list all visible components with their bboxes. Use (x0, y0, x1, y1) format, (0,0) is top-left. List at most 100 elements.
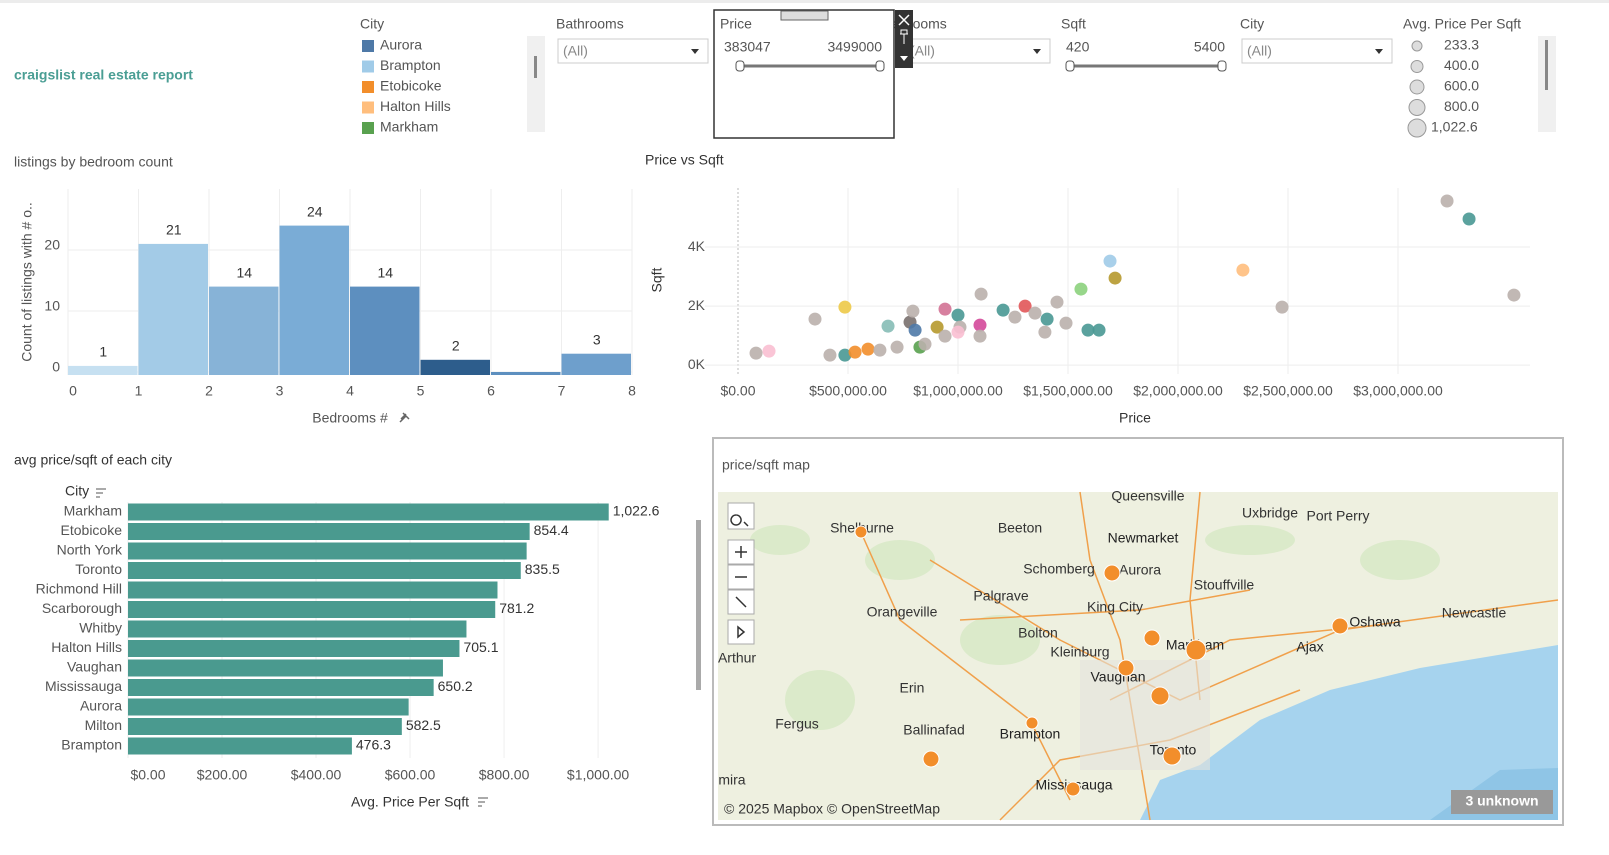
scatter-point (918, 337, 932, 351)
dropdown[interactable] (1241, 38, 1393, 64)
slider-max: 3499000 (827, 39, 882, 55)
map-point[interactable] (1143, 629, 1161, 647)
data-label: 854.4 (534, 522, 569, 538)
menu-icon (900, 56, 908, 61)
dropdown[interactable] (557, 38, 709, 64)
data-label: 650.2 (438, 678, 473, 694)
dropdown-arrow (691, 49, 699, 54)
data-label: 476.3 (356, 737, 391, 753)
top-bar (0, 0, 1609, 3)
legend-label: 1,022.6 (1431, 119, 1478, 135)
map-point[interactable] (1162, 746, 1182, 766)
category-label: Mississauga (45, 678, 122, 694)
map-place-label: Ajax (1296, 639, 1323, 655)
map-place-label: Newcastle (1442, 605, 1507, 621)
scatter-point (890, 340, 904, 354)
bar (128, 523, 530, 540)
map-place-label: King City (1087, 599, 1143, 615)
slider-handle[interactable] (1065, 60, 1075, 72)
legend-swatch (362, 122, 374, 134)
scatter-point (1103, 254, 1117, 268)
map-point[interactable] (1185, 639, 1207, 661)
slider-handle[interactable] (1217, 60, 1227, 72)
x-tick-label: $3,000,000.00 (1353, 383, 1443, 399)
map-park (750, 525, 810, 555)
scatter-point (1440, 194, 1454, 208)
bar (128, 562, 521, 579)
data-label: 2 (452, 338, 460, 354)
x-tick-label: $400.00 (291, 767, 342, 783)
slider-handle[interactable] (875, 60, 885, 72)
scatter-point (1040, 312, 1054, 326)
category-label: Scarborough (42, 600, 122, 616)
x-axis-label: Price (1119, 410, 1151, 426)
x-tick-label: 5 (417, 383, 425, 399)
scatter-point (1028, 306, 1042, 320)
map-urban (1080, 660, 1210, 770)
map-point[interactable] (1025, 716, 1039, 730)
drag-handle (780, 10, 829, 21)
y-axis-label: Sqft (649, 267, 665, 292)
scatter-point (881, 319, 895, 333)
map-place-label: Orangeville (867, 604, 938, 620)
bar (128, 601, 496, 618)
bar (128, 698, 409, 716)
map-place-label: Ballinafad (903, 722, 965, 738)
slider-handle[interactable] (735, 60, 745, 72)
bar (128, 718, 402, 735)
x-tick-label: $1,000,000.00 (913, 383, 1003, 399)
scatter-point (1050, 295, 1064, 309)
map-lake (1140, 645, 1558, 820)
scatter-point (1462, 212, 1476, 226)
scatter-point (1059, 316, 1073, 330)
category-label: Markham (64, 503, 122, 519)
x-tick-label: $0.00 (720, 383, 755, 399)
legend-swatch (362, 101, 374, 114)
category-label: Aurora (80, 698, 122, 714)
map-place-label: Arthur (718, 650, 756, 666)
map-point[interactable] (1150, 686, 1170, 706)
y-axis-label: Count of listings with # o.. (19, 202, 35, 362)
map-point[interactable] (1117, 659, 1135, 677)
scatter-point (838, 300, 852, 314)
map-place-label: Brampton (1000, 726, 1061, 742)
x-tick-label: 0 (69, 383, 77, 399)
filter-label: Sqft (1061, 16, 1086, 32)
data-label: 705.1 (463, 639, 498, 655)
map-control[interactable] (727, 619, 755, 645)
bar (128, 679, 434, 696)
map-road (859, 529, 1071, 801)
x-tick-label: $1,000.00 (567, 767, 629, 783)
category-label: Brampton (61, 737, 122, 753)
size-swatch (1408, 99, 1426, 116)
filter-label: City (1240, 16, 1264, 32)
map-point[interactable] (1103, 564, 1121, 582)
scatter-point (1236, 263, 1250, 277)
scrollbar-thumb (534, 56, 537, 78)
scatter-point (938, 329, 952, 343)
map-place-label: Bolton (1018, 625, 1058, 641)
category-label: Whitby (79, 620, 122, 636)
column-header: City (65, 483, 89, 499)
map-park (865, 540, 935, 580)
histogram-bar (561, 353, 631, 375)
map-place-label: mira (718, 772, 745, 788)
category-label: Etobicoke (61, 522, 123, 538)
data-label: 21 (166, 222, 182, 238)
x-tick-label: $600.00 (385, 767, 436, 783)
dashboard-title: craigslist real estate report (14, 67, 193, 83)
scatter-point (838, 348, 852, 362)
price-filter-box (713, 9, 895, 139)
map-title: price/sqft map (722, 457, 810, 473)
unknown-badge[interactable] (1451, 790, 1553, 814)
scatter-point (1275, 300, 1289, 314)
map-point[interactable] (1065, 781, 1081, 797)
chart-title: listings by bedroom count (14, 154, 173, 170)
map-park (1205, 525, 1295, 555)
map-point[interactable] (854, 525, 868, 539)
x-tick-label: $500,000.00 (809, 383, 887, 399)
map-point[interactable] (922, 750, 940, 768)
map-point[interactable] (1331, 617, 1349, 635)
dropdown-value: (All) (1247, 43, 1272, 59)
legend-label: 400.0 (1444, 57, 1479, 73)
